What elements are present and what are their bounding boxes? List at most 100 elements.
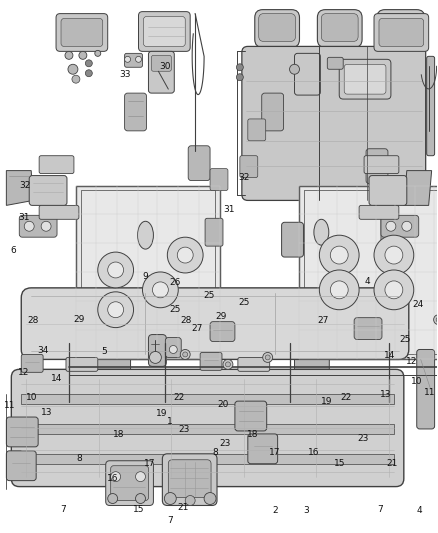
Text: 4: 4 xyxy=(417,506,422,515)
Text: 12: 12 xyxy=(18,368,30,377)
Circle shape xyxy=(402,221,412,231)
Text: 6: 6 xyxy=(11,246,17,255)
Circle shape xyxy=(72,75,80,83)
Circle shape xyxy=(436,317,438,322)
Circle shape xyxy=(237,64,244,71)
FancyBboxPatch shape xyxy=(364,156,399,174)
Circle shape xyxy=(386,221,396,231)
Text: 26: 26 xyxy=(170,278,181,287)
Circle shape xyxy=(85,70,92,77)
Text: 13: 13 xyxy=(379,390,391,399)
Text: 28: 28 xyxy=(27,316,39,325)
Circle shape xyxy=(170,345,177,353)
FancyBboxPatch shape xyxy=(374,14,429,51)
Circle shape xyxy=(108,302,124,318)
FancyBboxPatch shape xyxy=(168,460,211,497)
Text: 9: 9 xyxy=(142,271,148,280)
FancyBboxPatch shape xyxy=(7,417,38,447)
Text: 25: 25 xyxy=(399,335,411,344)
Polygon shape xyxy=(404,171,431,205)
FancyBboxPatch shape xyxy=(7,451,36,481)
FancyBboxPatch shape xyxy=(294,348,329,375)
Bar xyxy=(300,185,438,359)
FancyBboxPatch shape xyxy=(138,12,190,51)
Text: 11: 11 xyxy=(424,388,435,397)
Circle shape xyxy=(330,281,348,299)
Text: 30: 30 xyxy=(159,62,170,71)
Text: 21: 21 xyxy=(178,503,189,512)
Text: 31: 31 xyxy=(18,213,30,222)
Text: 25: 25 xyxy=(204,291,215,300)
FancyBboxPatch shape xyxy=(111,466,148,500)
Circle shape xyxy=(135,494,145,504)
Text: 34: 34 xyxy=(37,346,49,354)
Text: 12: 12 xyxy=(406,357,417,366)
Circle shape xyxy=(135,472,145,482)
FancyBboxPatch shape xyxy=(255,10,300,47)
FancyBboxPatch shape xyxy=(106,461,153,505)
FancyBboxPatch shape xyxy=(152,55,171,71)
Circle shape xyxy=(290,64,300,74)
Circle shape xyxy=(98,292,134,328)
FancyBboxPatch shape xyxy=(210,321,235,342)
FancyBboxPatch shape xyxy=(359,205,399,219)
Circle shape xyxy=(95,51,101,56)
Text: 10: 10 xyxy=(411,377,423,386)
Bar xyxy=(76,185,220,359)
Text: 29: 29 xyxy=(73,315,85,324)
Text: 11: 11 xyxy=(4,401,15,410)
Circle shape xyxy=(65,51,73,59)
Circle shape xyxy=(149,351,161,364)
FancyBboxPatch shape xyxy=(210,168,228,190)
Circle shape xyxy=(135,56,141,62)
Text: 25: 25 xyxy=(169,305,180,314)
Circle shape xyxy=(223,359,233,369)
FancyBboxPatch shape xyxy=(427,56,434,156)
Text: 1: 1 xyxy=(167,417,173,426)
Text: 18: 18 xyxy=(247,431,259,439)
Ellipse shape xyxy=(138,221,153,249)
FancyBboxPatch shape xyxy=(56,14,108,51)
Text: 17: 17 xyxy=(269,448,280,457)
Circle shape xyxy=(142,272,178,308)
FancyBboxPatch shape xyxy=(148,51,174,93)
Text: 14: 14 xyxy=(51,374,63,383)
Text: 24: 24 xyxy=(413,300,424,309)
FancyBboxPatch shape xyxy=(339,59,391,99)
FancyBboxPatch shape xyxy=(11,369,404,487)
Circle shape xyxy=(79,51,87,59)
FancyBboxPatch shape xyxy=(259,14,296,42)
FancyBboxPatch shape xyxy=(165,337,181,358)
FancyBboxPatch shape xyxy=(381,14,421,42)
FancyBboxPatch shape xyxy=(318,10,362,47)
Text: 8: 8 xyxy=(76,454,82,463)
FancyBboxPatch shape xyxy=(282,222,304,257)
FancyBboxPatch shape xyxy=(379,19,424,46)
Text: 19: 19 xyxy=(321,397,333,406)
Circle shape xyxy=(185,496,195,505)
Circle shape xyxy=(434,314,438,325)
Circle shape xyxy=(164,492,176,504)
FancyBboxPatch shape xyxy=(124,53,142,67)
Circle shape xyxy=(204,492,216,504)
FancyBboxPatch shape xyxy=(354,318,382,340)
Bar xyxy=(21,424,394,434)
Circle shape xyxy=(124,56,131,62)
Circle shape xyxy=(152,282,168,298)
FancyBboxPatch shape xyxy=(248,434,278,464)
Text: 7: 7 xyxy=(60,505,66,514)
Text: 15: 15 xyxy=(133,505,144,514)
Circle shape xyxy=(385,281,403,299)
FancyBboxPatch shape xyxy=(39,156,74,174)
Circle shape xyxy=(180,350,190,359)
Circle shape xyxy=(183,352,188,357)
FancyBboxPatch shape xyxy=(344,64,386,94)
FancyBboxPatch shape xyxy=(66,358,98,372)
Text: 29: 29 xyxy=(215,312,227,321)
Circle shape xyxy=(24,221,34,231)
FancyBboxPatch shape xyxy=(369,175,407,205)
Text: 31: 31 xyxy=(223,205,234,214)
Text: 32: 32 xyxy=(239,173,250,182)
Circle shape xyxy=(330,246,348,264)
FancyBboxPatch shape xyxy=(262,93,283,131)
